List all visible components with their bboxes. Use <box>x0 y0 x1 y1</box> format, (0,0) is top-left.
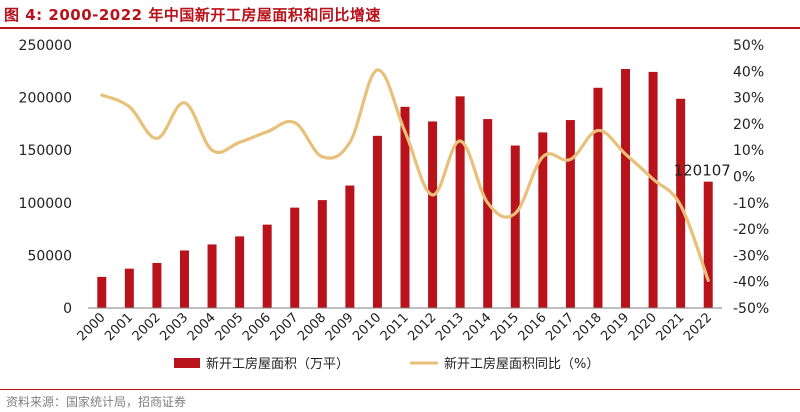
y-left-tick-label: 200000 <box>19 91 72 107</box>
figure-title: 图 4: 2000-2022 年中国新开工房屋面积和同比增速 <box>4 6 381 24</box>
bar <box>703 181 713 308</box>
bar <box>179 250 189 308</box>
bar <box>207 244 217 308</box>
x-tick-label: 2006 <box>240 310 274 344</box>
y-right-tick-label: 50% <box>733 38 764 54</box>
legend-bar-swatch <box>174 358 200 368</box>
bar <box>345 185 355 308</box>
x-tick-label: 2002 <box>130 310 164 344</box>
x-tick-label: 2007 <box>268 310 302 344</box>
y-right-tick-label: -40% <box>733 275 769 291</box>
x-tick-label: 2017 <box>543 310 577 344</box>
y-left-tick-label: 50000 <box>27 248 72 264</box>
annotation-label: 120107 <box>674 162 731 180</box>
bar <box>400 106 410 308</box>
y-right-axis: 50% 40% 30% 20% 10% 0% -10% -20% -30% -40% -50% <box>733 38 769 317</box>
bar <box>124 268 134 308</box>
bar <box>372 135 382 308</box>
x-tick-label: 2011 <box>378 310 412 344</box>
x-tick-label: 2001 <box>102 310 136 344</box>
x-tick-label: 2013 <box>433 310 467 344</box>
bar <box>262 224 272 308</box>
bar <box>483 119 493 308</box>
y-right-tick-label: 0% <box>733 170 755 186</box>
x-tick-label: 2022 <box>681 310 715 344</box>
x-tick-label: 2012 <box>405 310 439 344</box>
y-right-tick-label: 10% <box>733 143 764 159</box>
y-right-tick-label: 40% <box>733 64 764 80</box>
x-tick-label: 2016 <box>516 310 550 344</box>
bar <box>428 121 438 308</box>
bar <box>538 132 548 308</box>
y-left-tick-label: 150000 <box>19 143 72 159</box>
x-tick-label: 2004 <box>185 310 219 344</box>
x-tick-label: 2020 <box>626 310 660 344</box>
y-right-tick-label: 20% <box>733 117 764 133</box>
y-left-axis: 0 50000 100000 150000 200000 250000 <box>19 38 72 317</box>
bar <box>510 145 520 308</box>
bar <box>455 96 465 308</box>
x-tick-label: 2010 <box>350 310 384 344</box>
y-right-tick-label: 30% <box>733 91 764 107</box>
x-tick-label: 2018 <box>571 310 605 344</box>
x-tick-label: 2000 <box>75 310 109 344</box>
bar <box>565 120 575 308</box>
legend-line-label: 新开工房屋面积同比（%） <box>444 356 599 372</box>
y-right-tick-label: -50% <box>733 301 769 317</box>
x-tick-label: 2014 <box>461 310 495 344</box>
title-bar: 图 4: 2000-2022 年中国新开工房屋面积和同比增速 <box>0 0 800 29</box>
x-tick-label: 2003 <box>157 310 191 344</box>
bar <box>235 236 245 308</box>
y-left-tick-label: 250000 <box>19 38 72 54</box>
title-divider <box>0 27 800 29</box>
footer-divider <box>0 389 800 390</box>
y-right-tick-label: -10% <box>733 196 769 212</box>
source-note: 资料来源：国家统计局，招商证券 <box>6 395 187 409</box>
chart-area: 0 50000 100000 150000 200000 250000 50% 40% 30%… <box>19 38 770 372</box>
x-tick-label: 2019 <box>598 310 632 344</box>
x-axis: 2000200120022003200420052006200720082009… <box>75 310 715 344</box>
x-tick-label: 2008 <box>295 310 329 344</box>
bar <box>648 71 658 308</box>
x-tick-label: 2015 <box>488 310 522 344</box>
y-left-tick-label: 0 <box>63 301 72 317</box>
y-right-tick-label: -20% <box>733 222 769 238</box>
bar <box>317 200 327 308</box>
bar <box>97 276 107 308</box>
bar <box>152 262 162 308</box>
bar <box>593 87 603 308</box>
x-tick-label: 2021 <box>653 310 687 344</box>
x-tick-label: 2009 <box>323 310 357 344</box>
y-right-tick-label: -30% <box>733 248 769 264</box>
bar <box>290 207 300 308</box>
bar <box>621 69 631 308</box>
line-series <box>100 68 710 282</box>
legend-bar-label: 新开工房屋面积（万平） <box>206 356 349 372</box>
legend: 新开工房屋面积（万平） 新开工房屋面积同比（%） <box>174 356 599 372</box>
y-left-tick-label: 100000 <box>19 196 72 212</box>
x-tick-label: 2005 <box>212 310 246 344</box>
